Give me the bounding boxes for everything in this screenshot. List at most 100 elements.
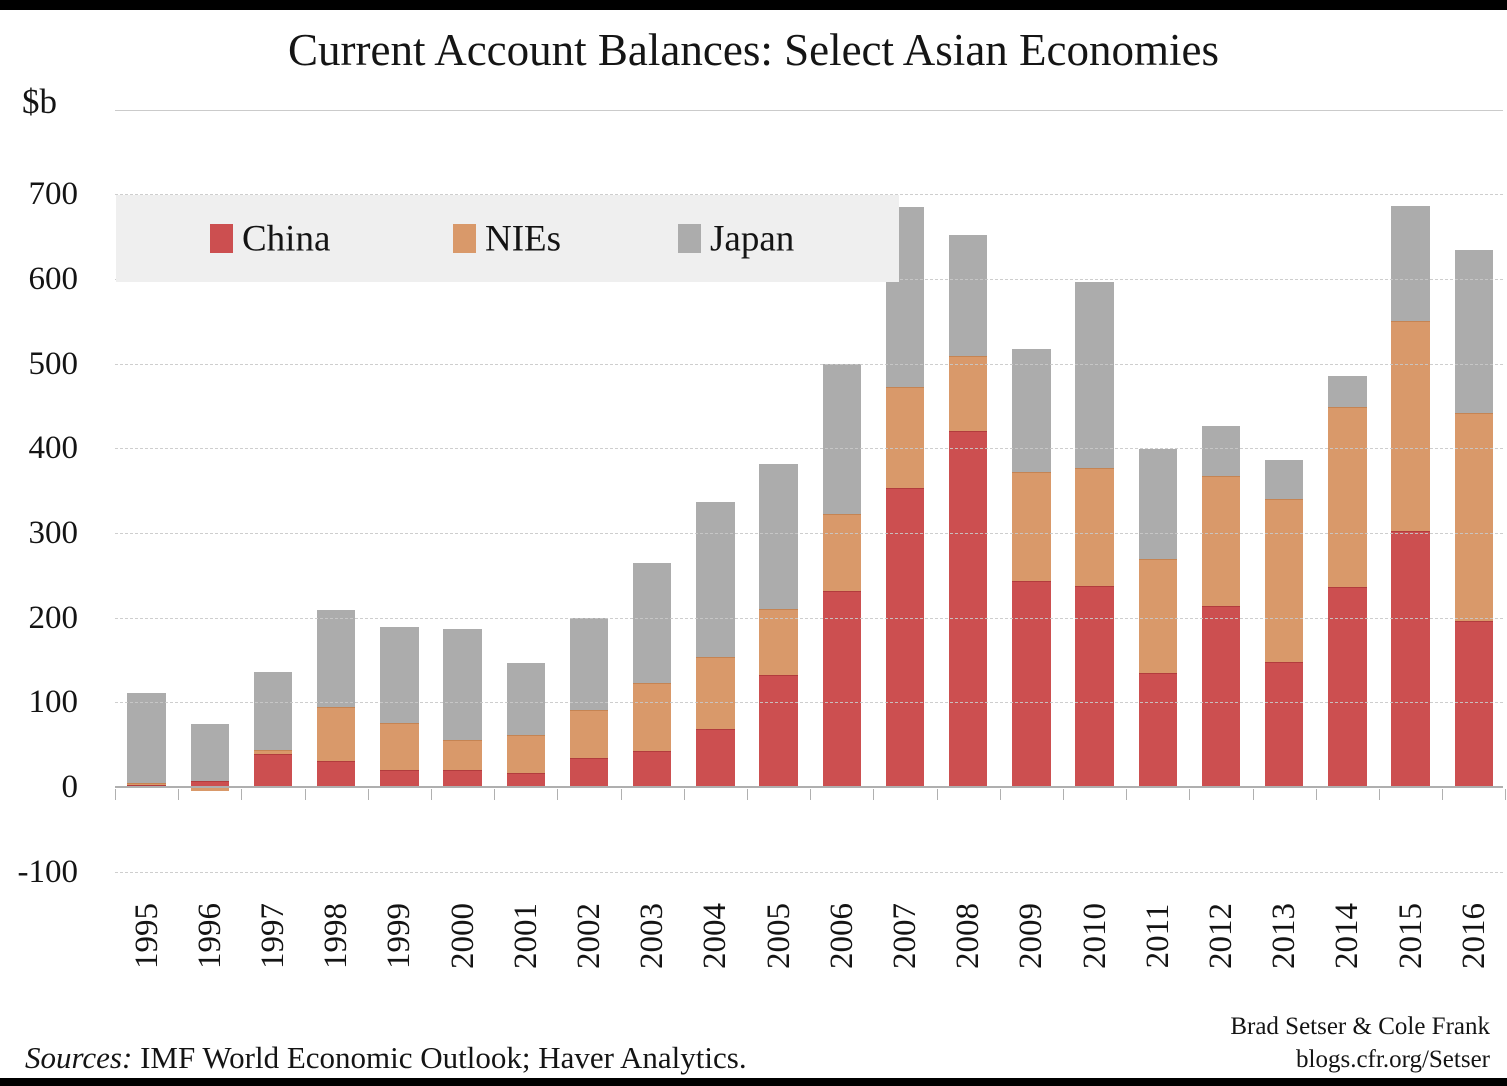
x-axis-label-1999: 1999 xyxy=(381,903,418,969)
x-axis-tick xyxy=(494,789,496,800)
x-axis-label-2015: 2015 xyxy=(1392,903,1429,969)
x-axis-tick xyxy=(1252,789,1254,800)
gridline-100 xyxy=(115,702,1503,704)
x-axis-label-2007: 2007 xyxy=(887,903,923,969)
bar-segment-japan-2006 xyxy=(822,364,862,515)
x-axis-label-1997: 1997 xyxy=(255,903,291,969)
bar-segment-nies-2011 xyxy=(1138,559,1178,673)
x-axis-label-1998: 1998 xyxy=(318,903,355,969)
sources-note: Sources: IMF World Economic Outlook; Hav… xyxy=(25,1040,747,1076)
bar-segment-japan-2016 xyxy=(1454,250,1494,413)
x-axis-label-2012: 2012 xyxy=(1203,903,1239,969)
y-axis-unit-label: $b xyxy=(22,82,57,121)
bar-segment-china-2011 xyxy=(1138,672,1178,787)
x-axis-tick xyxy=(810,789,812,800)
gridline--100 xyxy=(115,871,1503,873)
bar-segment-nies-2004 xyxy=(696,656,735,730)
x-axis-label-1996: 1996 xyxy=(191,903,228,969)
x-axis-label-2004: 2004 xyxy=(697,903,734,969)
bar-segment-nies-1996 xyxy=(190,787,230,792)
gridline-0 xyxy=(115,786,1503,788)
x-axis-label-2005: 2005 xyxy=(760,903,797,969)
x-axis-tick xyxy=(620,789,622,800)
bar-segment-china-1999 xyxy=(380,770,419,787)
y-axis-label-400: 400 xyxy=(28,430,79,467)
bar-segment-china-1997 xyxy=(253,753,293,787)
bar-segment-nies-2010 xyxy=(1075,467,1114,587)
bar-segment-nies-2006 xyxy=(822,514,862,591)
x-axis-tick xyxy=(115,789,116,800)
bar-segment-japan-1999 xyxy=(380,626,419,724)
bar-segment-japan-2013 xyxy=(1264,460,1304,500)
bar-segment-china-2004 xyxy=(696,729,735,787)
bar-segment-nies-1998 xyxy=(316,706,356,761)
x-axis-tick xyxy=(557,789,559,800)
x-axis-label-2001: 2001 xyxy=(507,903,544,969)
bar-segment-china-2013 xyxy=(1264,661,1304,787)
bar-segment-china-2000 xyxy=(443,770,482,787)
bar-segment-japan-2010 xyxy=(1075,282,1114,468)
legend-label-japan: Japan xyxy=(710,218,795,259)
legend-label-nies: NIEs xyxy=(485,218,562,259)
bar-segment-china-2016 xyxy=(1454,621,1494,787)
x-axis-label-1995: 1995 xyxy=(128,903,165,969)
x-axis-tick xyxy=(431,789,432,800)
y-axis-label-0: 0 xyxy=(61,769,79,805)
x-axis-tick xyxy=(1126,789,1128,800)
bar-segment-nies-2012 xyxy=(1201,476,1241,606)
y-axis-label-700: 700 xyxy=(28,176,79,213)
page-title: Current Account Balances: Select Asian E… xyxy=(287,25,1219,75)
x-axis-tick xyxy=(1315,789,1317,800)
y-axis-label-100: 100 xyxy=(28,684,79,721)
x-axis-label-2002: 2002 xyxy=(571,903,607,969)
y-axis-label-200: 200 xyxy=(28,599,79,636)
bar-segment-china-2007 xyxy=(885,488,925,787)
bar-segment-china-1996 xyxy=(190,781,230,787)
bar-segment-nies-2002 xyxy=(569,709,609,759)
bar-segment-china-2002 xyxy=(569,758,609,787)
gridline-200 xyxy=(115,617,1503,619)
bar-segment-japan-2011 xyxy=(1138,449,1178,560)
x-axis-label-2016: 2016 xyxy=(1455,903,1492,969)
x-axis-tick xyxy=(178,789,180,800)
x-axis-tick xyxy=(936,789,938,800)
bar-segment-nies-2003 xyxy=(632,682,672,752)
x-axis-tick xyxy=(683,789,685,800)
y-axis-label-600: 600 xyxy=(28,260,79,297)
bar-segment-china-2001 xyxy=(506,773,546,787)
bar-segment-japan-2004 xyxy=(696,501,735,657)
bar-segment-japan-1997 xyxy=(253,671,293,750)
bar-segment-nies-2007 xyxy=(885,386,925,489)
bar-segment-china-2010 xyxy=(1075,586,1114,787)
gridline-300 xyxy=(115,532,1503,534)
bar-segment-japan-2005 xyxy=(759,463,798,610)
bar-segment-china-2015 xyxy=(1391,531,1430,787)
x-axis-label-2006: 2006 xyxy=(823,903,860,969)
bottom-border-bar xyxy=(0,1078,1507,1086)
x-axis-label-2000: 2000 xyxy=(444,903,481,969)
x-axis-tick xyxy=(1505,789,1507,800)
x-axis-tick xyxy=(1442,789,1444,800)
bar-segment-japan-2002 xyxy=(569,617,609,710)
x-axis-tick xyxy=(873,789,875,800)
bar-segment-china-2003 xyxy=(632,751,672,787)
bar-segment-nies-2009 xyxy=(1012,472,1051,582)
x-axis-label-2014: 2014 xyxy=(1329,903,1366,969)
bar-segment-nies-1995 xyxy=(127,782,166,786)
x-axis-label-2003: 2003 xyxy=(634,903,671,969)
bar-segment-china-2008 xyxy=(948,431,988,787)
bar-segment-japan-2009 xyxy=(1012,349,1051,473)
bar-segment-nies-2014 xyxy=(1328,406,1367,588)
bar-segment-japan-1995 xyxy=(127,693,166,783)
bar-segment-japan-2015 xyxy=(1391,206,1430,322)
bar-segment-nies-2005 xyxy=(759,609,798,676)
x-axis-tick xyxy=(1189,789,1191,800)
bar-segment-nies-2000 xyxy=(443,740,482,771)
y-axis-label-500: 500 xyxy=(28,345,79,382)
bar-segment-china-2005 xyxy=(759,675,798,787)
x-axis-label-2008: 2008 xyxy=(950,903,987,969)
bar-segment-nies-1997 xyxy=(253,749,293,754)
attribution-authors: Brad Setser & Cole Frank xyxy=(1230,1013,1490,1040)
bar-segment-japan-2014 xyxy=(1328,376,1367,407)
